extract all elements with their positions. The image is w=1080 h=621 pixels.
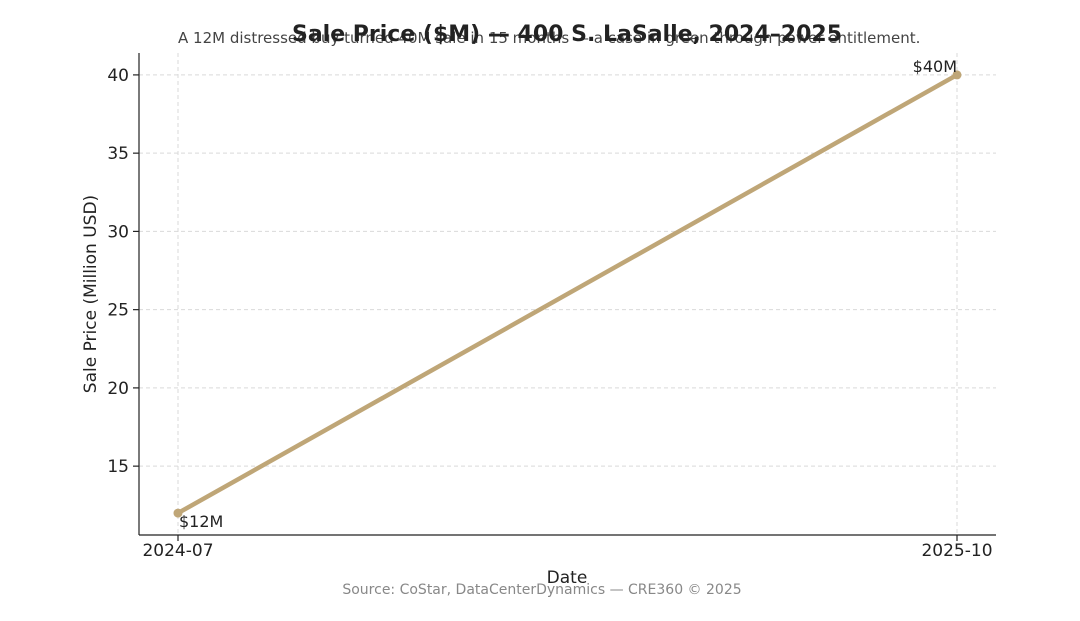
x-axis-label: Date xyxy=(547,568,588,588)
y-tick-label: 30 xyxy=(107,222,129,242)
chart-subtitle: A 12M distressed buy turned 40M sale in … xyxy=(178,29,920,47)
y-tick-label: 20 xyxy=(107,379,129,399)
x-tick-label: 2025-10 xyxy=(921,541,992,561)
x-tick-label: 2024-07 xyxy=(142,541,213,561)
y-axis-label: Sale Price (Million USD) xyxy=(81,195,101,393)
data-label: $12M xyxy=(179,512,223,531)
grid xyxy=(139,53,996,535)
y-tick-label: 35 xyxy=(107,144,129,164)
x-ticks: 2024-07 2025-10 xyxy=(142,535,993,561)
y-ticks: 15 20 25 30 35 40 xyxy=(107,66,139,477)
data-point xyxy=(952,70,962,80)
source-note: Source: CoStar, DataCenterDynamics — CRE… xyxy=(342,582,741,598)
series-line xyxy=(175,72,960,516)
y-tick-label: 25 xyxy=(107,301,129,321)
data-point xyxy=(173,508,183,518)
data-label: $40M xyxy=(913,57,957,76)
y-tick-label: 15 xyxy=(107,457,129,477)
series-layer: $12M $40M xyxy=(173,57,962,531)
y-tick-label: 40 xyxy=(107,66,129,86)
chart-title: Sale Price ($M) — 400 S. LaSalle, 2024–2… xyxy=(292,22,842,47)
